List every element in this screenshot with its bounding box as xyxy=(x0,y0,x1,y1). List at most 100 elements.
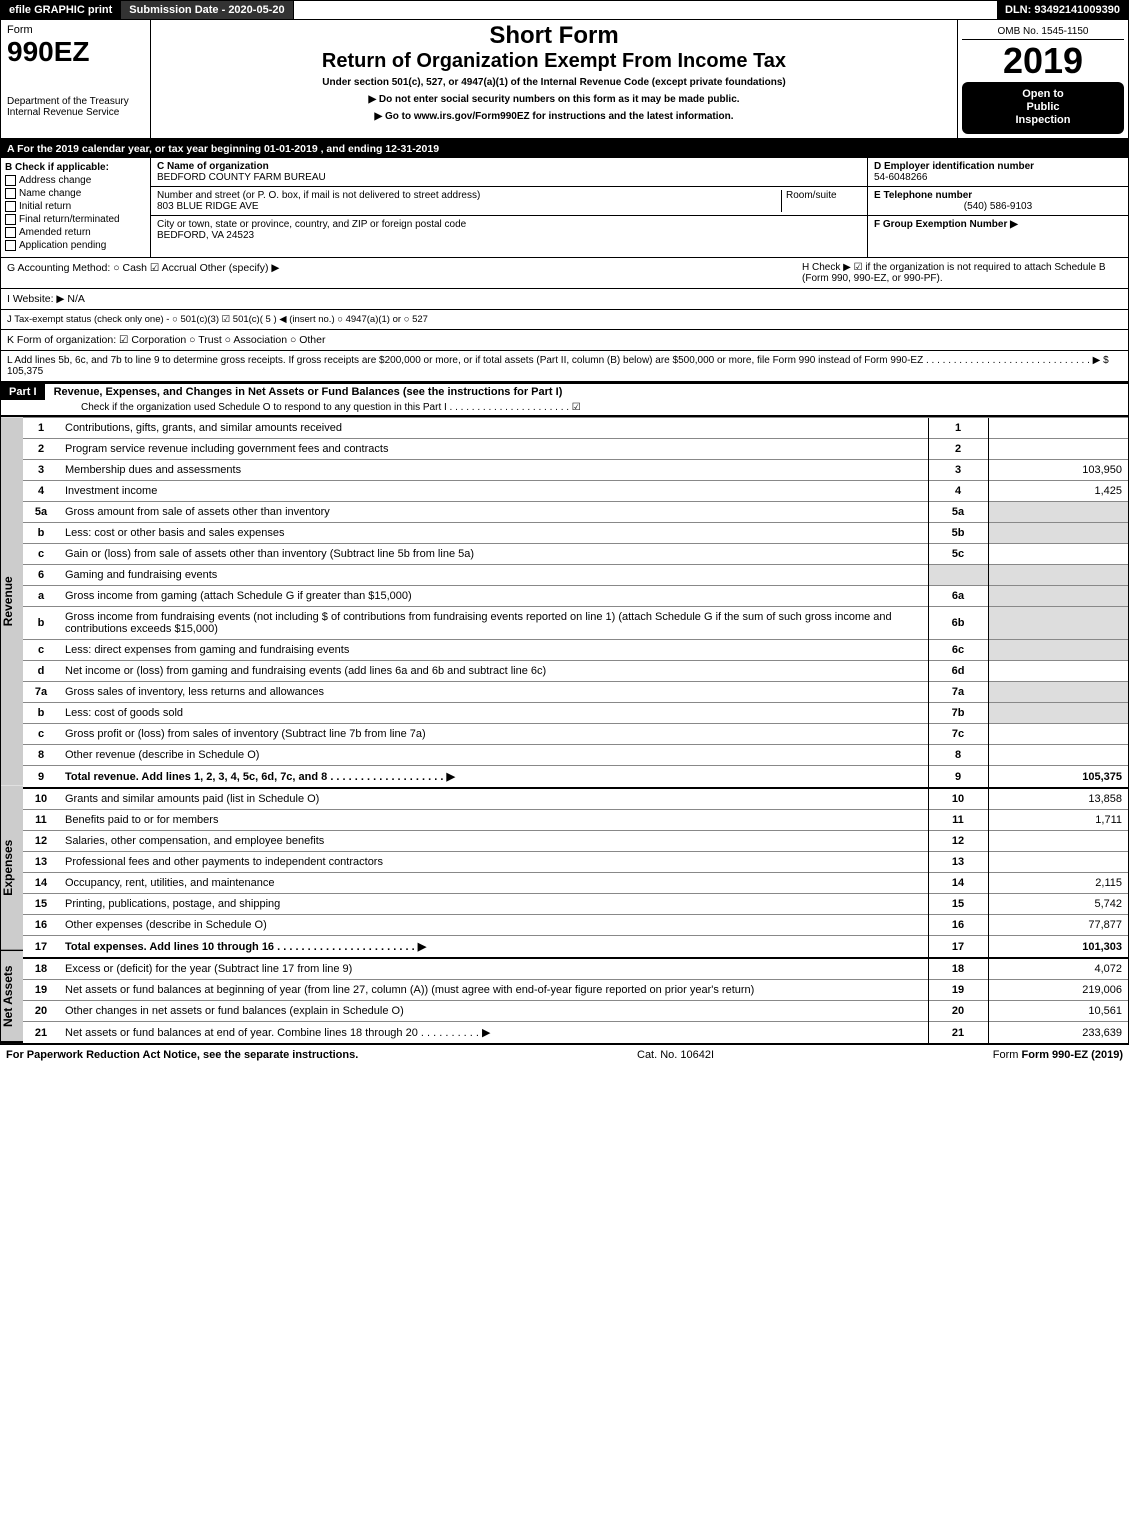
schedule-b-check: H Check ▶ ☑ if the organization is not r… xyxy=(802,262,1122,284)
ein-value: 54-6048266 xyxy=(874,172,1122,183)
line-6: 6Gaming and fundraising events xyxy=(23,565,1128,586)
chk-amended-return[interactable]: Amended return xyxy=(5,227,146,238)
box-b: B Check if applicable: Address change Na… xyxy=(1,158,151,258)
header-left: Form 990EZ Department of the Treasury In… xyxy=(1,20,151,138)
city-block: City or town, state or province, country… xyxy=(151,216,867,244)
line-17: 17Total expenses. Add lines 10 through 1… xyxy=(23,936,1128,959)
chk-name-change[interactable]: Name change xyxy=(5,188,146,199)
line-13: 13Professional fees and other payments t… xyxy=(23,852,1128,873)
chk-final-return[interactable]: Final return/terminated xyxy=(5,214,146,225)
tax-year-big: 2019 xyxy=(962,40,1124,82)
form-word: Form xyxy=(7,24,144,36)
line-15: 15Printing, publications, postage, and s… xyxy=(23,894,1128,915)
box-c: C Name of organization BEDFORD COUNTY FA… xyxy=(151,158,868,258)
line-4-amount: 1,425 xyxy=(988,481,1128,502)
gross-receipts-row: L Add lines 5b, 6c, and 7b to line 9 to … xyxy=(1,351,1128,382)
goto-link[interactable]: ▶ Go to www.irs.gov/Form990EZ for instru… xyxy=(155,111,953,122)
ein-block: D Employer identification number 54-6048… xyxy=(868,158,1128,187)
street-address: 803 BLUE RIDGE AVE xyxy=(157,201,781,212)
website-row: I Website: ▶ N/A xyxy=(1,289,1128,310)
page-footer: For Paperwork Reduction Act Notice, see … xyxy=(0,1044,1129,1065)
line-21: 21Net assets or fund balances at end of … xyxy=(23,1022,1128,1044)
line-9: 9Total revenue. Add lines 1, 2, 3, 4, 5c… xyxy=(23,766,1128,789)
line-2: 2Program service revenue including gover… xyxy=(23,439,1128,460)
box-b-label: B Check if applicable: xyxy=(5,162,146,173)
phone-block: E Telephone number (540) 586-9103 xyxy=(868,187,1128,216)
open-public-inspection: Open to Public Inspection xyxy=(962,82,1124,134)
ssn-warning: ▶ Do not enter social security numbers o… xyxy=(155,94,953,105)
line-7c: cGross profit or (loss) from sales of in… xyxy=(23,724,1128,745)
chk-application-pending[interactable]: Application pending xyxy=(5,240,146,251)
line-7b: bLess: cost of goods sold7b xyxy=(23,703,1128,724)
part-1-tag: Part I xyxy=(1,384,45,400)
part-1-check-o: Check if the organization used Schedule … xyxy=(1,400,1128,415)
line-19: 19Net assets or fund balances at beginni… xyxy=(23,980,1128,1001)
line-12: 12Salaries, other compensation, and empl… xyxy=(23,831,1128,852)
line-6a: aGross income from gaming (attach Schedu… xyxy=(23,586,1128,607)
line-8: 8Other revenue (describe in Schedule O)8 xyxy=(23,745,1128,766)
org-name-block: C Name of organization BEDFORD COUNTY FA… xyxy=(151,158,867,187)
part-1-body: Revenue Expenses Net Assets 1Contributio… xyxy=(1,417,1128,1043)
line-1: 1Contributions, gifts, grants, and simil… xyxy=(23,418,1128,439)
line-20: 20Other changes in net assets or fund ba… xyxy=(23,1001,1128,1022)
form-header: Form 990EZ Department of the Treasury In… xyxy=(1,20,1128,140)
form-number: 990EZ xyxy=(7,36,144,68)
irs-line: Internal Revenue Service xyxy=(7,107,144,118)
net-assets-eoy-amount: 233,639 xyxy=(988,1022,1128,1044)
line-5c: cGain or (loss) from sale of assets othe… xyxy=(23,544,1128,565)
line-3: 3Membership dues and assessments3103,950 xyxy=(23,460,1128,481)
phone-value: (540) 586-9103 xyxy=(874,201,1122,212)
line-6c: cLess: direct expenses from gaming and f… xyxy=(23,640,1128,661)
form-of-org-row: K Form of organization: ☑ Corporation ○ … xyxy=(1,330,1128,351)
city-state-zip: BEDFORD, VA 24523 xyxy=(157,230,861,241)
dept-treasury: Department of the Treasury xyxy=(7,96,144,107)
line-14: 14Occupancy, rent, utilities, and mainte… xyxy=(23,873,1128,894)
net-assets-label: Net Assets xyxy=(1,951,23,1043)
room-suite-label: Room/suite xyxy=(781,190,861,212)
total-expenses-amount: 101,303 xyxy=(988,936,1128,959)
header-right: OMB No. 1545-1150 2019 Open to Public In… xyxy=(958,20,1128,138)
tax-exempt-status-row: J Tax-exempt status (check only one) - ○… xyxy=(1,310,1128,330)
line-3-amount: 103,950 xyxy=(988,460,1128,481)
revenue-label: Revenue xyxy=(1,417,23,785)
expenses-label: Expenses xyxy=(1,786,23,952)
line-5b: bLess: cost or other basis and sales exp… xyxy=(23,523,1128,544)
box-def: D Employer identification number 54-6048… xyxy=(868,158,1128,258)
total-revenue-amount: 105,375 xyxy=(988,766,1128,789)
return-title: Return of Organization Exempt From Incom… xyxy=(155,50,953,73)
line-6b: bGross income from fundraising events (n… xyxy=(23,607,1128,640)
section-labels: Revenue Expenses Net Assets xyxy=(1,417,23,1043)
row-g-h: G Accounting Method: ○ Cash ☑ Accrual Ot… xyxy=(1,258,1128,289)
address-block: Number and street (or P. O. box, if mail… xyxy=(151,187,867,216)
accounting-method: G Accounting Method: ○ Cash ☑ Accrual Ot… xyxy=(7,262,802,284)
line-6d: dNet income or (loss) from gaming and fu… xyxy=(23,661,1128,682)
omb-number: OMB No. 1545-1150 xyxy=(962,24,1124,40)
line-10: 10Grants and similar amounts paid (list … xyxy=(23,788,1128,810)
line-7a: 7aGross sales of inventory, less returns… xyxy=(23,682,1128,703)
dln: DLN: 93492141009390 xyxy=(997,1,1128,19)
line-5a: 5aGross amount from sale of assets other… xyxy=(23,502,1128,523)
group-exemption-block: F Group Exemption Number ▶ xyxy=(868,216,1128,233)
paperwork-notice: For Paperwork Reduction Act Notice, see … xyxy=(6,1049,358,1061)
short-form-title: Short Form xyxy=(155,22,953,50)
line-4: 4Investment income41,425 xyxy=(23,481,1128,502)
part-1-header: Part I Revenue, Expenses, and Changes in… xyxy=(1,382,1128,417)
org-name: BEDFORD COUNTY FARM BUREAU xyxy=(157,172,861,183)
chk-address-change[interactable]: Address change xyxy=(5,175,146,186)
entity-info-block: B Check if applicable: Address change Na… xyxy=(1,158,1128,259)
subtitle: Under section 501(c), 527, or 4947(a)(1)… xyxy=(155,77,953,88)
lines-table: 1Contributions, gifts, grants, and simil… xyxy=(23,417,1128,1043)
tax-year-row: A For the 2019 calendar year, or tax yea… xyxy=(1,140,1128,158)
line-16: 16Other expenses (describe in Schedule O… xyxy=(23,915,1128,936)
chk-initial-return[interactable]: Initial return xyxy=(5,201,146,212)
header-middle: Short Form Return of Organization Exempt… xyxy=(151,20,958,138)
line-18: 18Excess or (deficit) for the year (Subt… xyxy=(23,958,1128,980)
efile-badge: efile GRAPHIC print xyxy=(1,1,121,19)
submission-date: Submission Date - 2020-05-20 xyxy=(121,1,293,19)
catalog-number: Cat. No. 10642I xyxy=(637,1049,714,1061)
top-bar: efile GRAPHIC print Submission Date - 20… xyxy=(1,1,1128,20)
line-11: 11Benefits paid to or for members111,711 xyxy=(23,810,1128,831)
form-id-footer: Form Form 990-EZ (2019) xyxy=(993,1049,1123,1061)
part-1-title: Revenue, Expenses, and Changes in Net As… xyxy=(48,384,569,400)
form-990ez-page: efile GRAPHIC print Submission Date - 20… xyxy=(0,0,1129,1044)
